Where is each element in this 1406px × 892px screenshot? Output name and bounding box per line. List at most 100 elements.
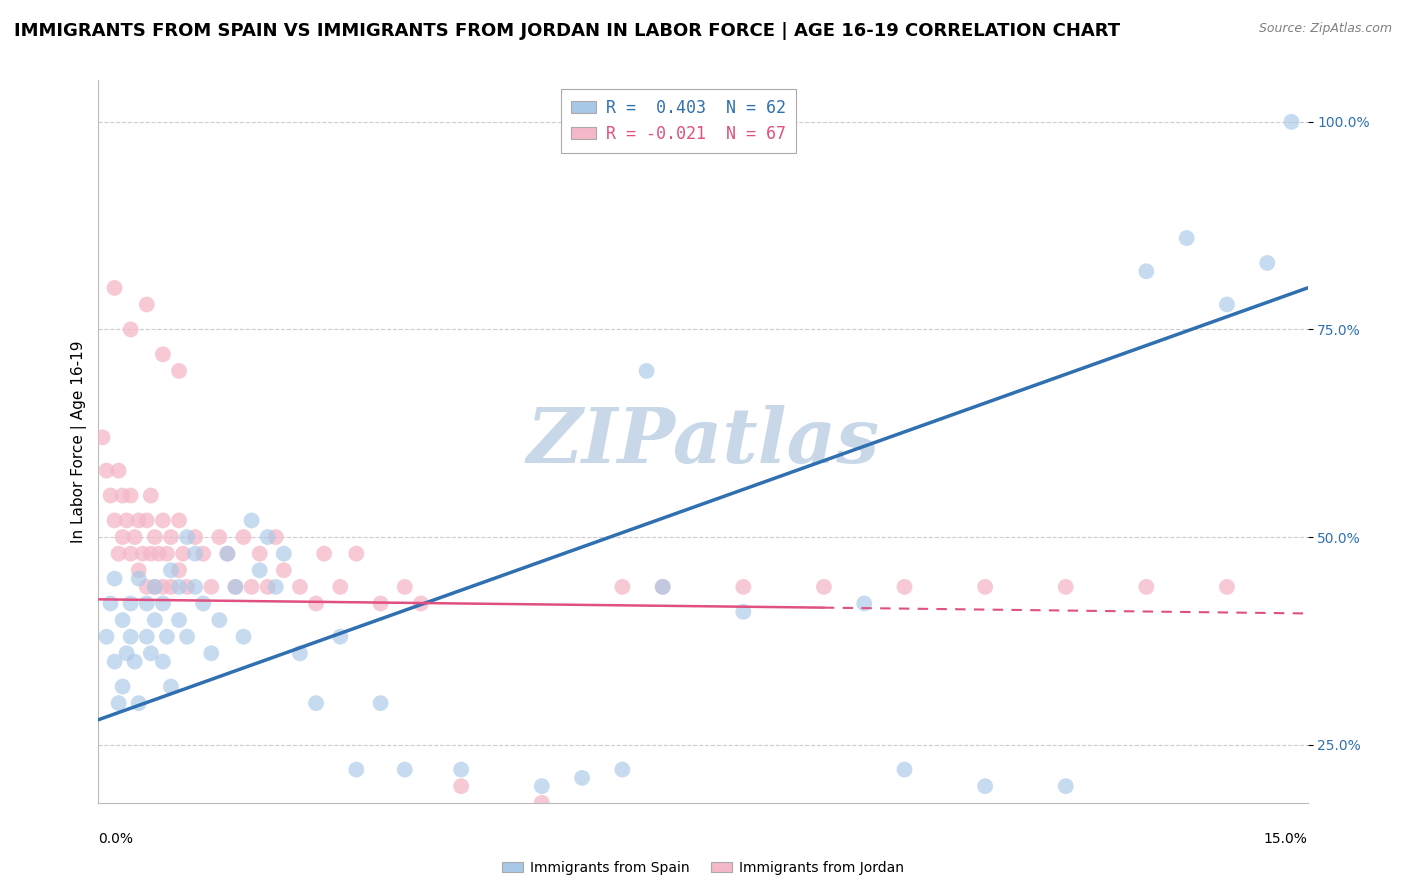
Immigrants from Spain bbox=[329, 630, 352, 644]
Immigrants from Spain bbox=[530, 779, 553, 793]
Immigrants from Spain bbox=[1281, 115, 1303, 129]
Immigrants from Spain bbox=[240, 513, 263, 527]
Immigrants from Jordan bbox=[1054, 580, 1077, 594]
Immigrants from Jordan bbox=[329, 580, 352, 594]
Immigrants from Spain bbox=[208, 613, 231, 627]
Immigrants from Spain bbox=[193, 597, 215, 611]
Immigrants from Spain bbox=[974, 779, 997, 793]
Immigrants from Jordan bbox=[91, 430, 114, 444]
Immigrants from Jordan bbox=[217, 547, 239, 561]
Immigrants from Spain bbox=[256, 530, 278, 544]
Immigrants from Jordan bbox=[256, 580, 278, 594]
Immigrants from Spain bbox=[103, 572, 125, 586]
Immigrants from Spain bbox=[176, 630, 198, 644]
Immigrants from Jordan bbox=[107, 547, 129, 561]
Immigrants from Jordan bbox=[530, 796, 553, 810]
Immigrants from Jordan bbox=[288, 580, 311, 594]
Immigrants from Spain bbox=[128, 696, 150, 710]
Immigrants from Jordan bbox=[135, 580, 157, 594]
Y-axis label: In Labor Force | Age 16-19: In Labor Force | Age 16-19 bbox=[72, 340, 87, 543]
Immigrants from Spain bbox=[124, 655, 146, 669]
Immigrants from Jordan bbox=[974, 580, 997, 594]
Immigrants from Jordan bbox=[139, 547, 162, 561]
Immigrants from Spain bbox=[1256, 256, 1278, 270]
Immigrants from Jordan bbox=[167, 364, 190, 378]
Immigrants from Jordan bbox=[103, 513, 125, 527]
Immigrants from Spain bbox=[100, 597, 122, 611]
Immigrants from Jordan bbox=[120, 489, 142, 503]
Immigrants from Jordan bbox=[1216, 580, 1239, 594]
Immigrants from Spain bbox=[571, 771, 593, 785]
Immigrants from Jordan bbox=[208, 530, 231, 544]
Immigrants from Spain bbox=[344, 763, 367, 777]
Immigrants from Spain bbox=[273, 547, 295, 561]
Immigrants from Spain bbox=[733, 605, 755, 619]
Immigrants from Spain bbox=[249, 563, 271, 577]
Immigrants from Jordan bbox=[193, 547, 215, 561]
Immigrants from Jordan bbox=[264, 530, 287, 544]
Immigrants from Spain bbox=[120, 630, 142, 644]
Immigrants from Spain bbox=[143, 613, 166, 627]
Immigrants from Jordan bbox=[176, 580, 198, 594]
Immigrants from Jordan bbox=[120, 322, 142, 336]
Immigrants from Jordan bbox=[200, 580, 222, 594]
Immigrants from Spain bbox=[370, 696, 392, 710]
Immigrants from Spain bbox=[152, 597, 174, 611]
Immigrants from Jordan bbox=[139, 489, 162, 503]
Immigrants from Jordan bbox=[128, 513, 150, 527]
Immigrants from Spain bbox=[184, 547, 207, 561]
Immigrants from Spain bbox=[167, 613, 190, 627]
Immigrants from Spain bbox=[1175, 231, 1198, 245]
Immigrants from Jordan bbox=[224, 580, 246, 594]
Immigrants from Jordan bbox=[135, 513, 157, 527]
Immigrants from Spain bbox=[636, 364, 658, 378]
Immigrants from Jordan bbox=[111, 530, 134, 544]
Immigrants from Spain bbox=[184, 580, 207, 594]
Immigrants from Spain bbox=[107, 696, 129, 710]
Immigrants from Spain bbox=[232, 630, 254, 644]
Immigrants from Jordan bbox=[612, 580, 634, 594]
Immigrants from Spain bbox=[152, 655, 174, 669]
Immigrants from Spain bbox=[160, 680, 183, 694]
Immigrants from Spain bbox=[156, 630, 179, 644]
Immigrants from Spain bbox=[305, 696, 328, 710]
Immigrants from Spain bbox=[1054, 779, 1077, 793]
Text: IMMIGRANTS FROM SPAIN VS IMMIGRANTS FROM JORDAN IN LABOR FORCE | AGE 16-19 CORRE: IMMIGRANTS FROM SPAIN VS IMMIGRANTS FROM… bbox=[14, 22, 1121, 40]
Immigrants from Jordan bbox=[305, 597, 328, 611]
Immigrants from Jordan bbox=[100, 489, 122, 503]
Immigrants from Jordan bbox=[813, 580, 835, 594]
Immigrants from Jordan bbox=[143, 580, 166, 594]
Immigrants from Spain bbox=[394, 763, 416, 777]
Immigrants from Spain bbox=[135, 630, 157, 644]
Immigrants from Jordan bbox=[240, 580, 263, 594]
Immigrants from Spain bbox=[450, 763, 472, 777]
Legend: Immigrants from Spain, Immigrants from Jordan: Immigrants from Spain, Immigrants from J… bbox=[496, 855, 910, 880]
Immigrants from Jordan bbox=[450, 779, 472, 793]
Immigrants from Spain bbox=[120, 597, 142, 611]
Legend: R =  0.403  N = 62, R = -0.021  N = 67: R = 0.403 N = 62, R = -0.021 N = 67 bbox=[561, 88, 796, 153]
Text: 0.0%: 0.0% bbox=[98, 831, 134, 846]
Immigrants from Jordan bbox=[96, 464, 118, 478]
Immigrants from Spain bbox=[135, 597, 157, 611]
Immigrants from Jordan bbox=[172, 547, 194, 561]
Immigrants from Jordan bbox=[107, 464, 129, 478]
Immigrants from Jordan bbox=[394, 580, 416, 594]
Immigrants from Jordan bbox=[409, 597, 432, 611]
Immigrants from Jordan bbox=[167, 563, 190, 577]
Immigrants from Spain bbox=[143, 580, 166, 594]
Immigrants from Jordan bbox=[156, 547, 179, 561]
Immigrants from Spain bbox=[651, 580, 673, 594]
Immigrants from Jordan bbox=[249, 547, 271, 561]
Immigrants from Spain bbox=[176, 530, 198, 544]
Immigrants from Jordan bbox=[132, 547, 155, 561]
Immigrants from Jordan bbox=[893, 580, 915, 594]
Immigrants from Spain bbox=[853, 597, 876, 611]
Immigrants from Spain bbox=[167, 580, 190, 594]
Immigrants from Jordan bbox=[152, 580, 174, 594]
Immigrants from Spain bbox=[111, 613, 134, 627]
Immigrants from Jordan bbox=[314, 547, 336, 561]
Immigrants from Spain bbox=[1216, 297, 1239, 311]
Immigrants from Jordan bbox=[135, 297, 157, 311]
Immigrants from Spain bbox=[160, 563, 183, 577]
Immigrants from Jordan bbox=[733, 580, 755, 594]
